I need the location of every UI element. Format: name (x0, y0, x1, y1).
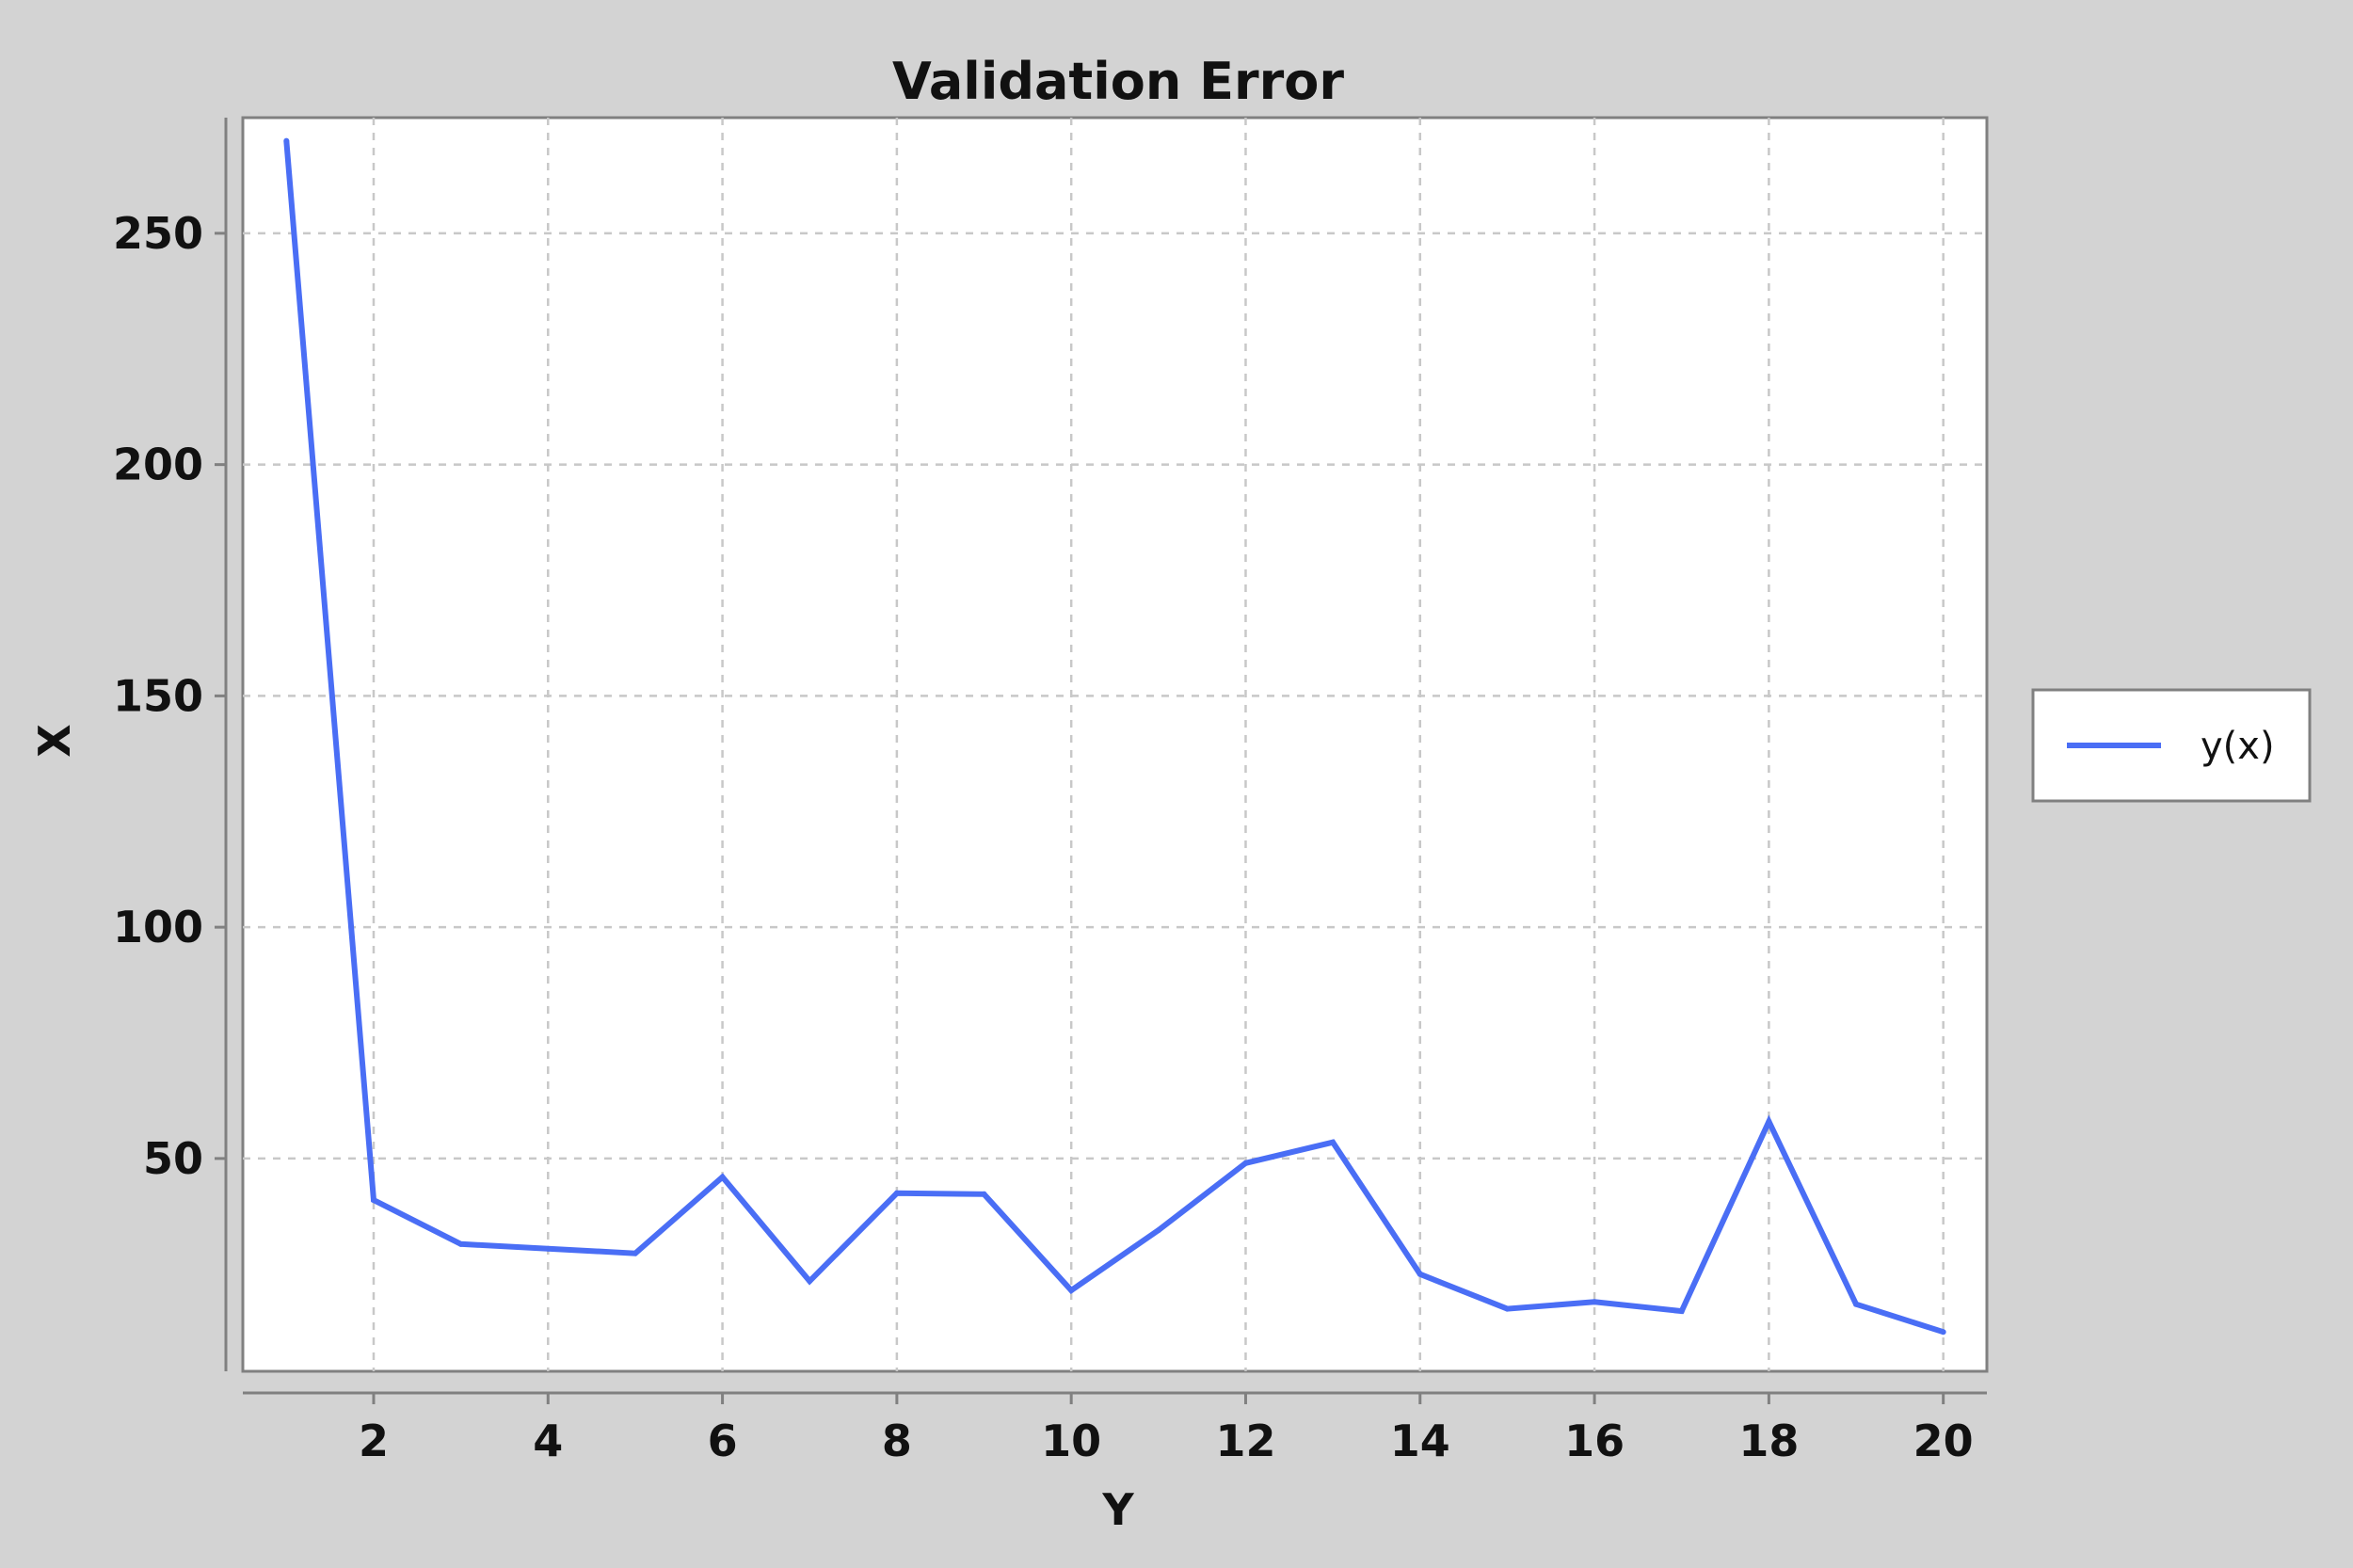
x-tick-label: 2 (359, 1416, 389, 1466)
legend-label: y(x) (2201, 725, 2275, 768)
data-point (893, 1190, 900, 1196)
y-tick-label: 50 (143, 1133, 203, 1184)
data-point (457, 1240, 464, 1247)
x-tick-label: 10 (1041, 1416, 1101, 1466)
series-line-0 (283, 140, 1945, 1336)
data-point (1330, 1139, 1337, 1145)
data-point (1504, 1305, 1511, 1312)
x-tick-label: 12 (1215, 1416, 1275, 1466)
data-point (1068, 1287, 1075, 1293)
data-point (807, 1278, 813, 1285)
x-tick-label: 18 (1738, 1416, 1799, 1466)
data-point (545, 1245, 552, 1252)
data-point (370, 1197, 376, 1204)
plot-area (241, 116, 1989, 1373)
x-tick-label: 4 (533, 1416, 563, 1466)
data-point (1766, 1118, 1772, 1125)
data-point (1853, 1301, 1860, 1307)
axis-ticks: 2 4 6 8 10 12 14 16 18 20 50 100 150 200 250 (113, 208, 1974, 1466)
data-point (1940, 1329, 1946, 1336)
data-point (1592, 1299, 1598, 1305)
y-tick-label: 250 (113, 208, 203, 259)
y-tick-label: 100 (113, 902, 203, 952)
series-layer (283, 137, 1946, 1336)
chart-title: Validation Error (892, 52, 1344, 111)
data-point (1678, 1308, 1685, 1315)
legend: y(x) (2031, 688, 2312, 803)
data-point (981, 1191, 987, 1197)
grid-lines (243, 118, 1987, 1371)
data-point (283, 137, 290, 144)
x-tick-label: 14 (1390, 1416, 1450, 1466)
y-tick-label: 200 (113, 440, 203, 490)
y-axis-title: X (29, 724, 80, 757)
data-point (1417, 1271, 1423, 1277)
x-tick-label: 8 (882, 1416, 912, 1466)
data-point (1242, 1160, 1249, 1166)
x-tick-label: 20 (1913, 1416, 1974, 1466)
x-tick-label: 16 (1564, 1416, 1625, 1466)
data-point (1155, 1227, 1161, 1234)
data-point (719, 1174, 726, 1180)
x-axis-title: Y (1101, 1484, 1134, 1535)
y-tick-label: 150 (113, 670, 203, 721)
x-tick-label: 6 (708, 1416, 738, 1466)
data-point (632, 1250, 638, 1256)
